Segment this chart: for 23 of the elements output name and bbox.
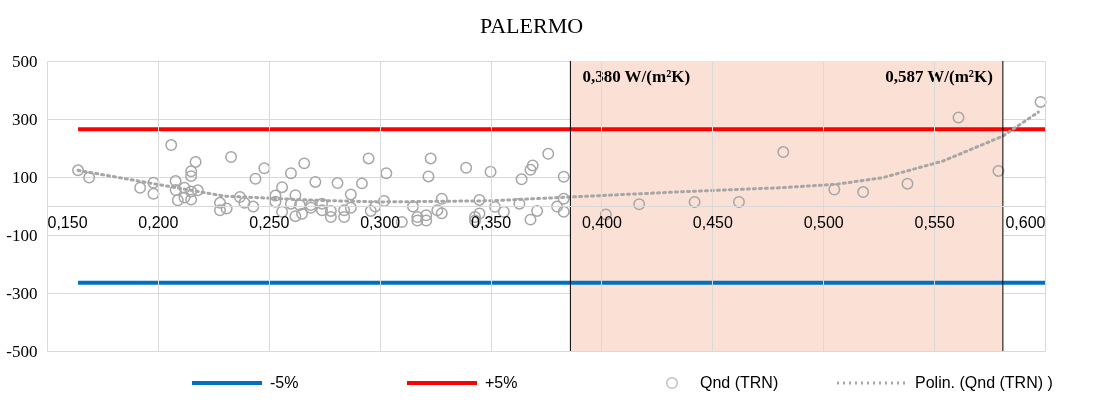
y-tick-label: 100	[12, 167, 38, 187]
x-tick-label: 0,150	[47, 213, 88, 231]
y-tick-label: 500	[12, 51, 38, 71]
x-tick-label: 0,400	[581, 213, 623, 231]
chart-title: PALERMO	[479, 13, 584, 38]
x-tick-label: 0,500	[803, 213, 844, 231]
x-tick-label: 0,450	[692, 213, 733, 231]
y-tick-label: 300	[12, 109, 38, 129]
legend-label: -5%	[270, 374, 299, 391]
ref-line-label: 0,587 W/(m²K)	[885, 67, 993, 86]
y-tick-label: -500	[6, 341, 38, 361]
x-tick-label: 0,550	[914, 213, 955, 231]
legend-label: Polin. (Qnd (TRN) )	[915, 374, 1053, 391]
legend-label: Qnd (TRN)	[700, 374, 779, 391]
x-tick-label: 0,300	[360, 213, 401, 231]
y-tick-label: -100	[6, 225, 38, 245]
x-tick-label: 0,600	[1005, 213, 1046, 231]
x-tick-label: 0,250	[249, 213, 290, 231]
x-tick-label: 0,350	[471, 213, 512, 231]
ref-line-label: 0,380 W/(m²K)	[582, 67, 691, 86]
x-tick-label: 0,200	[138, 213, 179, 231]
y-tick-label: -300	[6, 283, 38, 303]
legend-label: +5%	[485, 374, 518, 391]
